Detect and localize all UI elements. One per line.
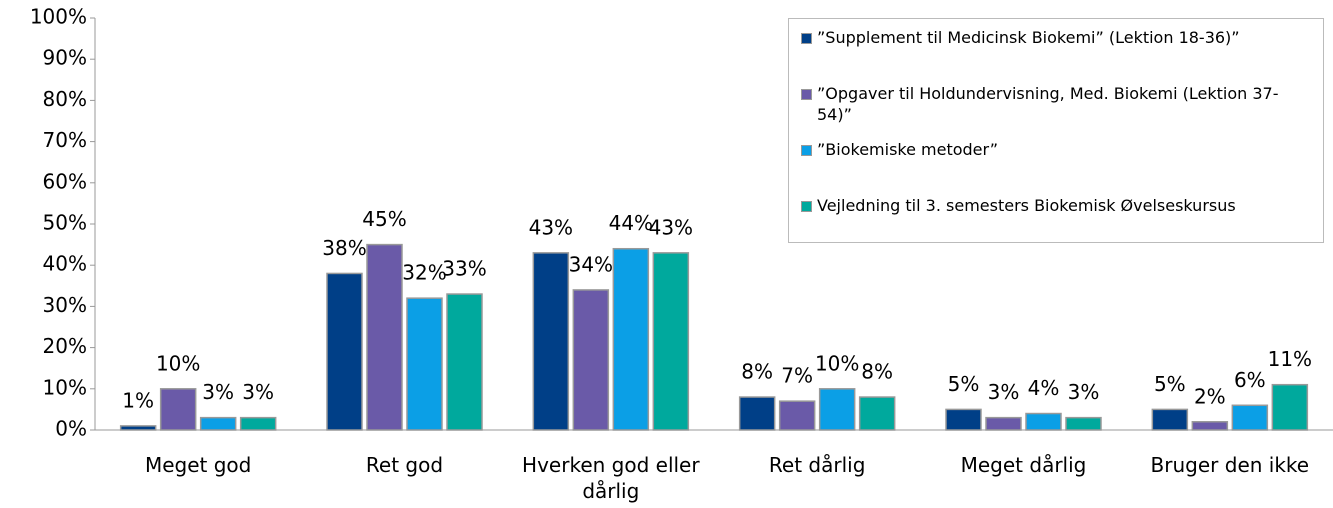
bar xyxy=(159,388,197,431)
data-label: 7% xyxy=(781,364,813,388)
data-label: 1% xyxy=(122,388,154,412)
x-tick-label: Ret god xyxy=(365,453,444,477)
bar xyxy=(985,416,1022,431)
y-tick-label: 30% xyxy=(43,293,87,317)
bar xyxy=(738,396,776,431)
bar xyxy=(1191,421,1229,431)
data-label: 33% xyxy=(442,257,486,281)
bar xyxy=(778,400,816,431)
y-tick-label: 100% xyxy=(30,5,87,29)
legend-swatch xyxy=(801,33,812,44)
data-label: 45% xyxy=(362,207,406,231)
bar xyxy=(1025,412,1062,431)
x-tick-label: Hverken god eller dårlig xyxy=(522,453,700,503)
bar xyxy=(818,388,856,431)
data-label: 5% xyxy=(948,372,980,396)
data-label: 8% xyxy=(741,360,773,384)
y-tick-label: 0% xyxy=(55,417,87,441)
bar xyxy=(1065,416,1102,431)
bar xyxy=(572,289,610,431)
legend-label: ”Supplement til Medicinsk Biokemi” (Lekt… xyxy=(817,28,1240,47)
y-tick-label: 90% xyxy=(43,46,87,70)
legend-label: Vejledning til 3. semesters Biokemisk Øv… xyxy=(817,196,1236,215)
bar xyxy=(612,247,650,431)
y-tick-label: 60% xyxy=(43,169,87,193)
x-tick-label: Ret dårlig xyxy=(768,453,866,477)
bar xyxy=(652,252,690,431)
data-label: 38% xyxy=(322,236,366,260)
data-label: 44% xyxy=(609,211,653,235)
legend-swatch xyxy=(801,201,812,212)
bar xyxy=(326,272,363,431)
y-tick-label: 10% xyxy=(43,375,87,399)
y-tick-label: 40% xyxy=(43,252,87,276)
data-label: 11% xyxy=(1268,347,1312,371)
bar xyxy=(199,416,237,431)
x-tick-label: Meget god xyxy=(144,453,252,477)
bar xyxy=(446,293,483,431)
data-label: 32% xyxy=(402,261,446,285)
data-label: 2% xyxy=(1194,384,1226,408)
legend-label: ”Biokemiske metoder” xyxy=(817,140,999,159)
x-tick-label: Bruger den ikke xyxy=(1150,453,1310,477)
data-label: 10% xyxy=(156,351,200,375)
bar xyxy=(119,425,157,431)
x-tick-label: Meget dårlig xyxy=(960,453,1087,477)
data-label: 10% xyxy=(815,351,859,375)
data-label: 4% xyxy=(1028,376,1060,400)
bar xyxy=(239,416,277,431)
data-label: 3% xyxy=(202,380,234,404)
bar xyxy=(532,252,570,431)
bar xyxy=(366,243,403,431)
data-label: 8% xyxy=(861,360,893,384)
data-label: 3% xyxy=(1068,380,1100,404)
legend: ”Supplement til Medicinsk Biokemi” (Lekt… xyxy=(788,18,1324,243)
data-label: 34% xyxy=(569,252,613,276)
data-label: 5% xyxy=(1154,372,1186,396)
bar xyxy=(858,396,896,431)
bar xyxy=(1271,383,1309,431)
y-tick-label: 70% xyxy=(43,128,87,152)
y-tick-label: 50% xyxy=(43,211,87,235)
bar xyxy=(1231,404,1269,431)
y-tick-label: 20% xyxy=(43,334,87,358)
data-label: 6% xyxy=(1234,368,1266,392)
legend-swatch xyxy=(801,145,812,156)
legend-swatch xyxy=(801,89,812,100)
legend-label: ”Opgaver til Holdundervisning, Med. Biok… xyxy=(817,84,1279,124)
bar xyxy=(406,297,443,431)
bar xyxy=(1151,408,1189,431)
data-label: 3% xyxy=(988,380,1020,404)
data-label: 43% xyxy=(529,215,573,239)
y-tick-label: 80% xyxy=(43,87,87,111)
data-label: 43% xyxy=(649,215,693,239)
bar xyxy=(945,408,982,431)
data-label: 3% xyxy=(242,380,274,404)
